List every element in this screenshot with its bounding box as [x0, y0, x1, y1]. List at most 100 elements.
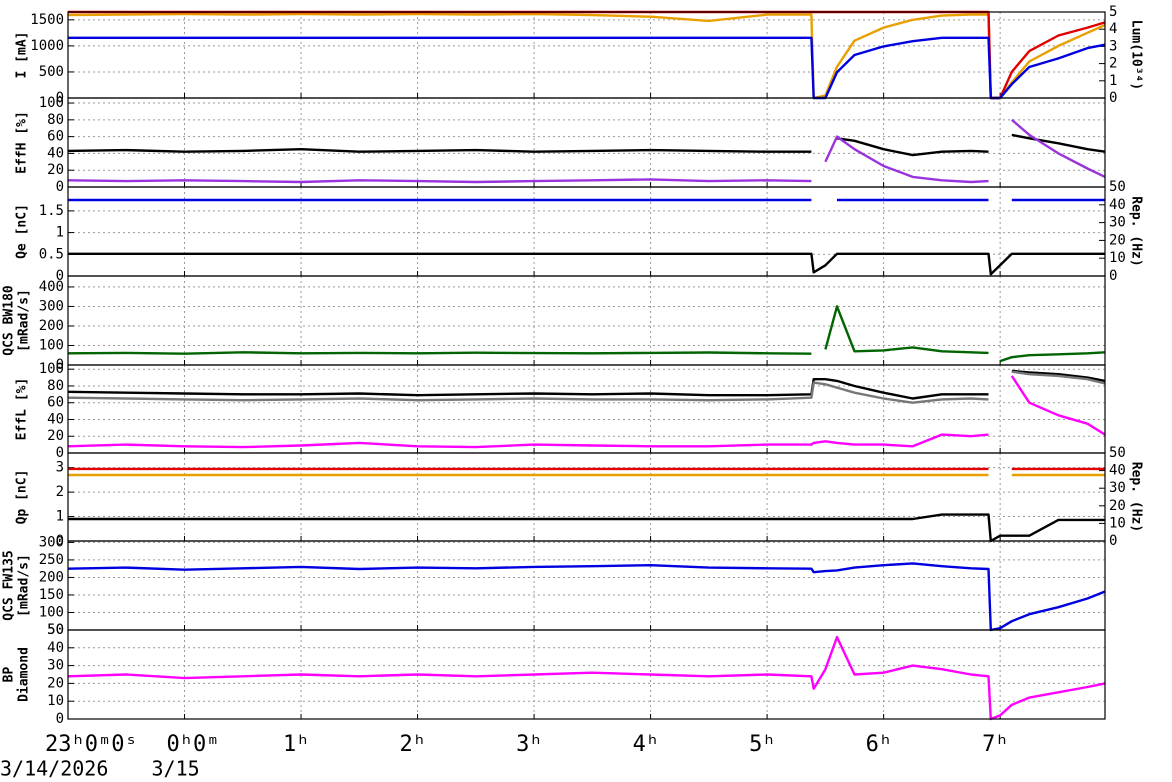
y2-tick-label: 20	[1109, 498, 1126, 514]
y2-tick-label: 2	[1109, 56, 1117, 72]
panel-frame	[67, 11, 1106, 99]
y2-axis-label: Lum(10³⁴)	[1129, 20, 1144, 90]
x-tick-label: 5ʰ	[749, 732, 776, 757]
y-axis-label: [mRad/s]	[17, 289, 32, 352]
y2-tick-label: 20	[1109, 232, 1126, 248]
y-tick-label: 500	[39, 64, 64, 80]
series-line	[67, 635, 1106, 721]
series-line	[67, 369, 1106, 400]
y-tick-label: 2	[56, 484, 64, 500]
x-tick-label: 23ʰ0ᵐ0ˢ	[45, 732, 138, 757]
y-tick-label: 80	[47, 378, 64, 394]
y-tick-label: 60	[47, 129, 64, 145]
y-tick-label: 0	[56, 445, 64, 461]
series-line	[67, 305, 1106, 363]
y2-tick-label: 10	[1109, 515, 1126, 531]
y2-tick-label: 10	[1109, 250, 1126, 266]
series-line	[67, 133, 1106, 157]
panel-frame	[67, 452, 1106, 542]
date-label: 3/15	[152, 757, 200, 781]
panel-frame	[67, 97, 1106, 188]
y2-tick-label: 3	[1109, 38, 1117, 54]
x-tick-label: 3ʰ	[516, 732, 543, 757]
y2-tick-label: 0	[1109, 90, 1117, 106]
x-tick-label: 7ʰ	[982, 732, 1009, 757]
panel-frame	[67, 540, 1106, 631]
y-tick-label: 20	[47, 675, 64, 691]
series-line	[68, 513, 1105, 543]
y-tick-label: 0	[56, 90, 64, 106]
y-tick-label: 0	[56, 268, 64, 284]
y-tick-label: 0.5	[39, 246, 64, 262]
y-axis-label: QCS FW135	[2, 550, 17, 620]
y2-tick-label: 50	[1109, 179, 1126, 195]
y-tick-label: 100	[39, 337, 64, 353]
y-axis-label: Qp [nC]	[15, 470, 30, 525]
y-tick-label: 100	[39, 604, 64, 620]
y-tick-label: 1	[56, 225, 64, 241]
series-line	[67, 370, 1106, 404]
y-tick-label: 1.5	[39, 203, 64, 219]
y-tick-label: 20	[47, 162, 64, 178]
y-tick-label: 50	[47, 622, 64, 638]
y-tick-label: 300	[39, 534, 64, 550]
y-tick-label: 40	[47, 411, 64, 427]
x-tick-label: 1ʰ	[283, 732, 310, 757]
y-axis-label: EffH [%]	[15, 111, 30, 174]
y2-tick-label: 4	[1109, 21, 1117, 37]
y-axis-label: QCS BW180	[2, 285, 17, 356]
x-tick-label: 2ʰ	[400, 732, 427, 757]
y-tick-label: 100	[39, 95, 64, 111]
y2-tick-label: 5	[1109, 4, 1117, 20]
y-tick-label: 300	[39, 298, 64, 314]
y2-tick-label: 1	[1109, 73, 1117, 89]
y-tick-label: 0	[56, 533, 64, 549]
y-tick-label: 400	[39, 279, 64, 295]
y2-tick-label: 30	[1109, 215, 1126, 231]
y-tick-label: 1000	[30, 38, 64, 54]
y-tick-label: 0	[56, 711, 64, 727]
y-tick-label: 0	[56, 357, 64, 373]
y-tick-label: 1	[56, 509, 64, 525]
y2-tick-label: 40	[1109, 463, 1126, 479]
y-tick-label: 1500	[30, 12, 64, 28]
y-tick-label: 30	[47, 658, 64, 674]
y-tick-label: 50	[47, 622, 64, 638]
y-axis-label: Qe [nC]	[15, 204, 30, 259]
y2-tick-label: 40	[1109, 197, 1126, 213]
y-tick-label: 150	[39, 587, 64, 603]
series-line	[68, 252, 1105, 276]
y-tick-label: 10	[47, 693, 64, 709]
y2-axis-label: Rep. (Hz)	[1129, 196, 1144, 266]
y2-axis-label: Rep. (Hz)	[1129, 462, 1144, 532]
y-axis-label: BP	[2, 667, 17, 683]
y-tick-label: 200	[39, 318, 64, 334]
panel-frame	[67, 364, 1106, 454]
x-tick-label: 6ʰ	[866, 732, 893, 757]
x-tick-label: 4ʰ	[633, 732, 660, 757]
y-tick-label: 60	[47, 395, 64, 411]
y-tick-label: 20	[47, 428, 64, 444]
series-line	[67, 118, 1106, 184]
series-line	[68, 36, 1106, 100]
y-axis-label: EffL [%]	[15, 378, 30, 441]
series-line	[67, 562, 1106, 632]
y-tick-label: 40	[47, 145, 64, 161]
y-tick-label: 3	[56, 460, 64, 476]
y-tick-label: 80	[47, 112, 64, 128]
panel-frame	[67, 629, 1106, 720]
series-line	[67, 375, 1106, 449]
y-tick-label: 40	[47, 640, 64, 656]
series-line	[68, 10, 1106, 100]
y-axis-label: I [mA]	[15, 32, 30, 79]
y2-tick-label: 30	[1109, 480, 1126, 496]
y-tick-label: 250	[39, 552, 64, 568]
y2-tick-label: 0	[1109, 533, 1117, 549]
y-tick-label: 0	[56, 179, 64, 195]
y-axis-label: Diamond	[17, 647, 32, 702]
x-tick-label: 0ʰ0ᵐ	[167, 732, 220, 757]
series-line	[67, 12, 1106, 100]
y2-tick-label: 50	[1109, 445, 1126, 461]
y-tick-label: 100	[39, 361, 64, 377]
